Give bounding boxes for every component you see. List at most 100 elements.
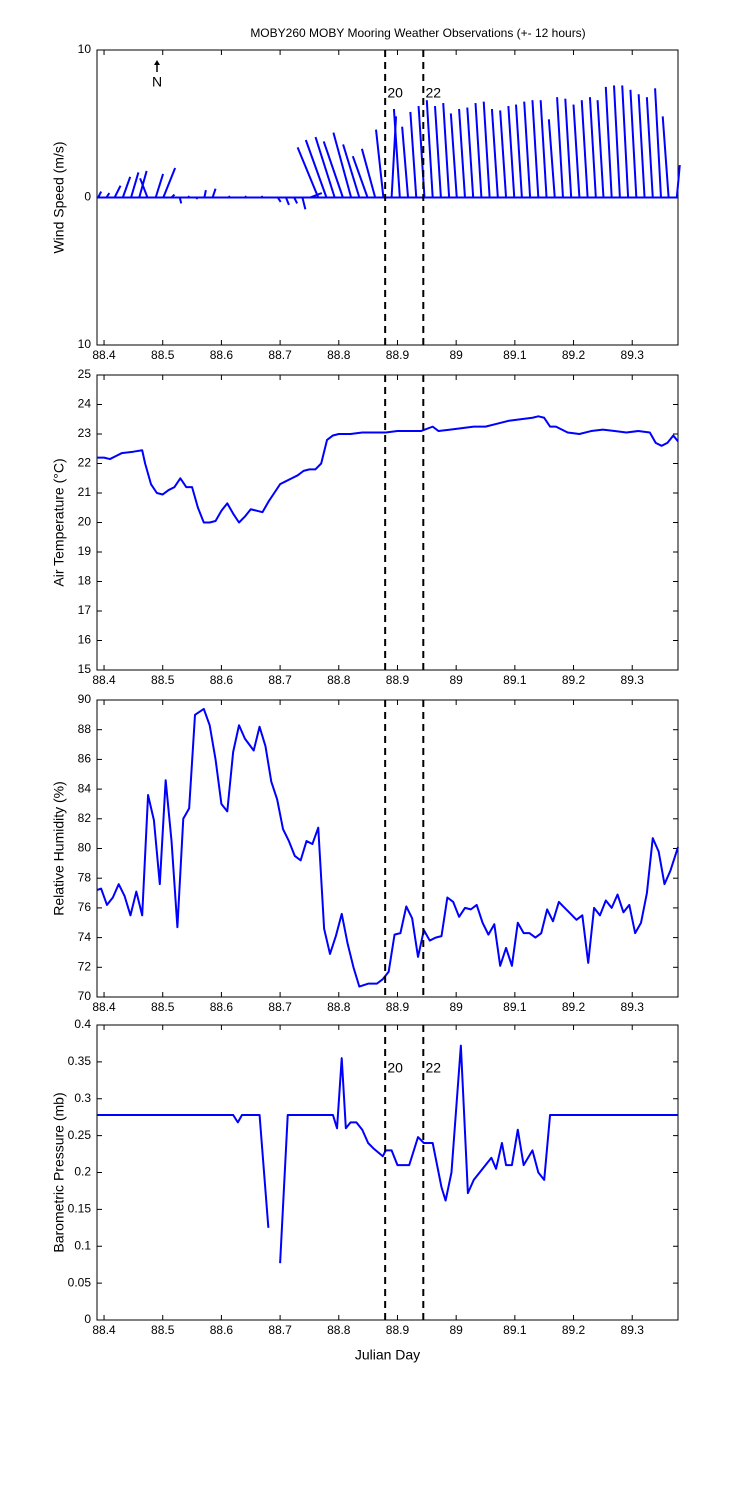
x-tick-label: 88.9 <box>386 1000 410 1014</box>
wind-stick <box>227 195 231 199</box>
wind-stick <box>162 167 177 198</box>
wind-stick <box>675 164 681 198</box>
wind-stick <box>121 176 132 198</box>
north-label: N <box>152 74 162 90</box>
y-tick-label: 0.25 <box>68 1128 92 1142</box>
x-tick-label: 88.4 <box>92 1323 116 1337</box>
x-tick-label: 89.1 <box>503 1323 527 1337</box>
wind-stick <box>604 86 613 198</box>
wind-stick <box>490 108 499 198</box>
wind-stick <box>556 97 564 198</box>
wind-stick <box>401 126 410 198</box>
y-axis-label: Air Temperature (°C) <box>51 458 67 586</box>
x-tick-label: 89.2 <box>562 673 586 687</box>
y-tick-label: 72 <box>78 959 92 973</box>
y-axis-label: Relative Humidity (%) <box>51 781 67 916</box>
y-tick-label: 0.15 <box>68 1202 92 1216</box>
y-tick-label: 70 <box>78 989 92 1003</box>
marker-label: 22 <box>426 85 442 101</box>
y-tick-label: 19 <box>78 544 92 558</box>
x-tick-label: 88.5 <box>151 348 175 362</box>
wind-stick <box>425 100 434 198</box>
wind-stick <box>178 197 183 204</box>
y-tick-label: 23 <box>78 426 92 440</box>
x-tick-label: 88.8 <box>327 1323 351 1337</box>
y-tick-label: 0.1 <box>74 1238 91 1252</box>
y-tick-label: 78 <box>78 870 92 884</box>
x-tick-label: 88.6 <box>210 1000 234 1014</box>
wind-stick <box>661 116 670 198</box>
x-tick-label: 88.5 <box>151 673 175 687</box>
y-tick-label: 10 <box>78 337 92 351</box>
wind-stick <box>97 191 103 198</box>
wind-stick <box>613 85 621 198</box>
wind-stick <box>332 132 353 198</box>
y-tick-label: 0 <box>84 190 91 204</box>
figure-title: MOBY260 MOBY Mooring Weather Observation… <box>250 26 585 40</box>
x-tick-label: 89.1 <box>503 348 527 362</box>
y-tick-label: 0.2 <box>74 1165 91 1179</box>
x-tick-label: 88.4 <box>92 1000 116 1014</box>
x-axis-label: Julian Day <box>355 1347 420 1363</box>
x-tick-label: 88.8 <box>327 673 351 687</box>
wind-stick <box>130 172 140 198</box>
wind-stick <box>547 119 556 198</box>
wind-stick <box>211 188 217 198</box>
wind-stick <box>458 108 466 198</box>
wind-stick <box>276 196 282 203</box>
x-tick-label: 88.9 <box>386 1323 410 1337</box>
x-tick-label: 89 <box>449 673 463 687</box>
wind-stick <box>523 101 532 198</box>
wind-stick <box>596 100 605 198</box>
x-tick-label: 88.7 <box>268 1323 292 1337</box>
x-tick-label: 89.3 <box>621 673 645 687</box>
y-tick-label: 84 <box>78 781 92 795</box>
wind-stick <box>621 85 630 198</box>
wind-stick <box>322 141 344 198</box>
y-tick-label: 22 <box>78 456 92 470</box>
x-tick-label: 89 <box>449 1000 463 1014</box>
wind-stick <box>195 196 199 200</box>
x-tick-label: 88.8 <box>327 348 351 362</box>
wind-stick <box>645 97 654 198</box>
wind-stick <box>466 107 475 198</box>
y-tick-label: 15 <box>78 662 92 676</box>
y-axis-label: Barometric Pressure (mb) <box>51 1092 67 1252</box>
wind-stick <box>296 146 320 198</box>
wind-stick <box>572 104 581 198</box>
x-tick-label: 88.9 <box>386 673 410 687</box>
y-tick-label: 10 <box>78 42 92 56</box>
wind-stick <box>244 195 248 199</box>
wind-stick <box>409 111 418 198</box>
x-tick-label: 88.6 <box>210 348 234 362</box>
y-tick-label: 0.4 <box>74 1017 91 1031</box>
x-tick-label: 88.4 <box>92 673 116 687</box>
plot-frame <box>96 374 679 671</box>
y-tick-label: 0.3 <box>74 1091 91 1105</box>
wind-stick <box>392 108 401 198</box>
wind-stick <box>564 98 573 198</box>
y-tick-label: 20 <box>78 515 92 529</box>
wind-stick <box>154 173 165 198</box>
wind-stick <box>139 177 149 198</box>
wind-stick <box>507 105 516 198</box>
x-tick-label: 89.1 <box>503 673 527 687</box>
x-tick-label: 89.3 <box>621 1323 645 1337</box>
wind-stick <box>293 197 299 204</box>
wind-stick <box>499 110 508 198</box>
wind-stick <box>474 103 483 198</box>
x-tick-label: 88.4 <box>92 348 116 362</box>
x-tick-label: 89.2 <box>562 1000 586 1014</box>
wind-stick <box>301 197 307 210</box>
wind-stick <box>314 136 336 198</box>
y-axis-label: Wind Speed (m/s) <box>51 141 67 253</box>
wind-stick <box>260 195 264 199</box>
x-tick-label: 88.5 <box>151 1323 175 1337</box>
x-tick-label: 88.5 <box>151 1000 175 1014</box>
wind-stick <box>539 100 548 198</box>
y-tick-label: 24 <box>78 397 92 411</box>
y-tick-label: 88 <box>78 722 92 736</box>
wind-stick <box>170 193 176 199</box>
x-tick-label: 89.2 <box>562 1323 586 1337</box>
